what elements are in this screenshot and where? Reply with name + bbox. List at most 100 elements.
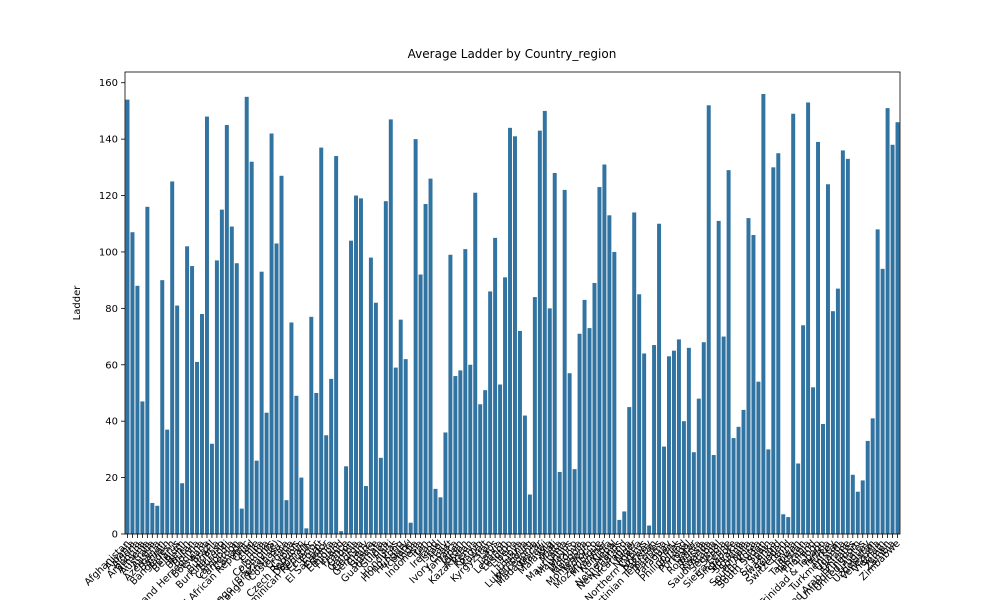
bar — [801, 325, 806, 534]
bar — [294, 395, 299, 534]
bar — [214, 260, 219, 534]
bar — [835, 288, 840, 534]
bar — [393, 367, 398, 534]
bar — [453, 376, 458, 534]
bar — [468, 364, 473, 534]
y-tick-label: 0 — [112, 530, 118, 541]
bar — [701, 342, 706, 534]
bar — [532, 297, 537, 534]
y-tick-label: 20 — [105, 473, 118, 484]
bar — [269, 133, 274, 534]
bar — [423, 204, 428, 534]
bar — [249, 161, 254, 534]
bar — [667, 356, 671, 534]
bar — [587, 328, 592, 534]
bar — [547, 308, 552, 534]
bar — [845, 158, 850, 534]
bar — [473, 192, 478, 534]
bar — [130, 232, 135, 534]
bar — [289, 322, 294, 534]
bar — [478, 404, 483, 534]
bar — [498, 384, 503, 534]
bar — [726, 170, 731, 534]
bar — [855, 491, 860, 534]
bar — [160, 280, 165, 534]
y-tick-label: 80 — [105, 304, 118, 315]
bar — [284, 500, 289, 534]
bar — [170, 181, 175, 534]
bar — [537, 130, 542, 534]
bar — [428, 178, 433, 534]
bar — [557, 471, 562, 534]
bar — [706, 105, 711, 535]
bar — [617, 519, 622, 534]
bar — [637, 294, 642, 534]
bar — [771, 167, 776, 535]
bar — [597, 187, 602, 535]
bar — [865, 440, 870, 534]
bar — [761, 94, 766, 534]
bar — [751, 235, 756, 534]
bar — [259, 271, 264, 534]
bar — [180, 483, 185, 534]
bar — [378, 457, 383, 534]
bar — [229, 226, 234, 535]
bar — [438, 497, 443, 534]
bar — [821, 424, 825, 534]
bar — [736, 426, 741, 534]
bar — [860, 480, 865, 534]
bar — [632, 212, 637, 534]
bar — [895, 122, 900, 534]
bar — [686, 347, 691, 534]
bar — [190, 266, 195, 534]
bar — [463, 249, 468, 534]
bar — [806, 102, 811, 534]
bar — [582, 299, 587, 534]
y-tick-label: 160 — [99, 78, 118, 89]
plot-frame — [124, 71, 901, 535]
bar — [791, 113, 796, 534]
bar — [850, 474, 855, 534]
bar — [358, 198, 363, 534]
bar — [185, 246, 190, 535]
bar — [781, 514, 786, 534]
bar — [880, 268, 885, 534]
bar — [816, 141, 821, 534]
bar — [383, 201, 388, 534]
bar — [368, 257, 373, 534]
bar — [572, 469, 577, 534]
bar — [125, 99, 130, 535]
bar — [885, 108, 890, 534]
y-tick-label: 120 — [99, 191, 118, 202]
bar — [388, 119, 393, 534]
bar — [309, 316, 314, 534]
bar — [741, 409, 746, 534]
bar — [403, 359, 408, 534]
bar — [592, 282, 597, 534]
bar — [512, 136, 517, 535]
bar — [493, 237, 498, 534]
bar — [175, 305, 180, 534]
bar — [503, 277, 508, 534]
bar — [716, 220, 721, 534]
bar — [458, 370, 463, 534]
bar — [349, 240, 354, 534]
bar — [870, 418, 875, 534]
bar — [711, 455, 716, 534]
bar — [825, 184, 830, 534]
bar — [363, 486, 368, 534]
bar — [517, 330, 522, 534]
bar — [209, 443, 214, 534]
bar — [319, 147, 324, 535]
bar — [150, 502, 155, 534]
bar — [696, 398, 701, 534]
bar — [299, 477, 304, 534]
bar — [527, 494, 532, 534]
bar — [830, 311, 835, 534]
y-tick-label: 40 — [105, 417, 118, 428]
bar — [448, 254, 453, 534]
bar — [145, 206, 150, 535]
bar — [135, 285, 140, 534]
